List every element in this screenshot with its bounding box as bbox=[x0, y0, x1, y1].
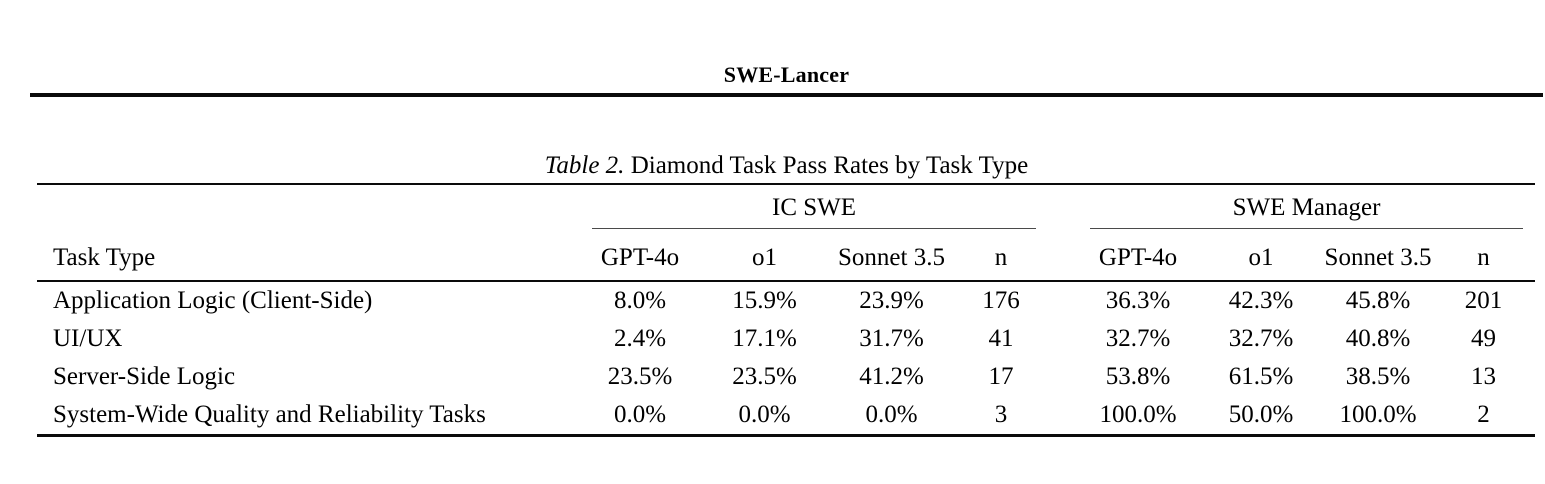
group-header-swe-manager: SWE Manager bbox=[1078, 184, 1535, 236]
group-label-ic-swe: IC SWE bbox=[772, 193, 857, 221]
cell-value: 42.3% bbox=[1228, 286, 1294, 314]
caption-text: Diamond Task Pass Rates by Task Type bbox=[624, 151, 1029, 179]
page-content: SWE-Lancer Table 2. Diamond Task Pass Ra… bbox=[30, 0, 1543, 437]
col-header-ic-n: n bbox=[954, 235, 1049, 282]
group-header-ic-swe: IC SWE bbox=[580, 184, 1048, 236]
cell-value: 0.0% bbox=[700, 395, 829, 437]
group-wrap-swe-manager: SWE Manager bbox=[1078, 185, 1535, 229]
cell-value: 41.2% bbox=[859, 362, 924, 390]
col-header-mgr-gpt4o: GPT-4o bbox=[1078, 235, 1199, 282]
cell-value: 3 bbox=[954, 395, 1049, 437]
col-header-ic-o1: o1 bbox=[700, 235, 829, 282]
cell-value: 2 bbox=[1432, 395, 1536, 437]
caption-label: Table 2. bbox=[544, 151, 625, 179]
group-header-row: IC SWE SWE Manager bbox=[37, 184, 1535, 236]
cell-value: 23.5% bbox=[607, 362, 673, 390]
col-header-mgr-n: n bbox=[1432, 235, 1536, 282]
cell-value: 8.0% bbox=[613, 286, 667, 314]
col-header-mgr-o1: o1 bbox=[1198, 235, 1325, 282]
cell-value: 100.0% bbox=[1324, 395, 1433, 437]
cell-value: 201 bbox=[1464, 286, 1503, 314]
cell-value: 32.7% bbox=[1105, 324, 1171, 352]
row-label: System-Wide Quality and Reliability Task… bbox=[37, 395, 580, 437]
table-caption: Table 2. Diamond Task Pass Rates by Task… bbox=[30, 152, 1543, 179]
cell-value: 53.8% bbox=[1105, 362, 1171, 390]
cell-value: 100.0% bbox=[1078, 395, 1199, 437]
column-header-row: Task Type GPT-4o o1 Sonnet 3.5 n GPT-4o … bbox=[37, 235, 1536, 282]
cell-value: 31.7% bbox=[859, 324, 924, 352]
cmidrule-swe-manager bbox=[1090, 227, 1524, 229]
col-header-mgr-sonnet35: Sonnet 3.5 bbox=[1324, 235, 1433, 282]
cell-gap bbox=[1048, 281, 1078, 320]
cell-value: 50.0% bbox=[1198, 395, 1325, 437]
row-label: Application Logic (Client-Side) bbox=[53, 286, 373, 314]
results-table: IC SWE SWE Manager Task Type GPT-4o bbox=[37, 182, 1536, 437]
cell-gap bbox=[1048, 320, 1078, 358]
cell-value: 40.8% bbox=[1345, 324, 1411, 352]
cell-value: 176 bbox=[982, 286, 1020, 314]
group-gap bbox=[1048, 184, 1078, 236]
col-header-task-type: Task Type bbox=[37, 235, 580, 282]
table-row-ui-ux: UI/UX 2.4% 17.1% 31.7% 41 32.7% 32.7% 40… bbox=[37, 320, 1535, 358]
cell-value: 32.7% bbox=[1228, 324, 1294, 352]
table-row-application-logic: Application Logic (Client-Side) 8.0% 15.… bbox=[37, 281, 1535, 320]
group-wrap-ic-swe: IC SWE bbox=[580, 185, 1048, 229]
header-rule bbox=[30, 93, 1543, 97]
col-header-ic-gpt4o: GPT-4o bbox=[580, 235, 700, 282]
cell-value: 38.5% bbox=[1345, 362, 1411, 390]
row-label: Server-Side Logic bbox=[53, 362, 236, 390]
cell-value: 49 bbox=[1471, 324, 1497, 352]
cell-value: 41 bbox=[988, 324, 1014, 352]
col-header-gap bbox=[1048, 235, 1079, 282]
cell-gap bbox=[1048, 395, 1079, 437]
group-label-swe-manager: SWE Manager bbox=[1232, 193, 1381, 221]
cell-value: 15.9% bbox=[732, 286, 797, 314]
cell-value: 23.5% bbox=[732, 362, 797, 390]
row-label: UI/UX bbox=[53, 324, 123, 352]
cmidrule-ic-swe bbox=[592, 227, 1037, 229]
table-row-system-wide-quality: System-Wide Quality and Reliability Task… bbox=[37, 395, 1536, 437]
cell-gap bbox=[1048, 358, 1078, 396]
cell-value: 61.5% bbox=[1228, 362, 1294, 390]
cell-value: 36.3% bbox=[1105, 286, 1171, 314]
col-header-ic-sonnet35: Sonnet 3.5 bbox=[829, 235, 954, 282]
cell-value: 0.0% bbox=[829, 395, 954, 437]
cell-value: 2.4% bbox=[613, 324, 667, 352]
cell-value: 13 bbox=[1471, 362, 1497, 390]
cell-value: 0.0% bbox=[580, 395, 700, 437]
table-row-server-side-logic: Server-Side Logic 23.5% 23.5% 41.2% 17 5… bbox=[37, 358, 1535, 396]
cell-value: 23.9% bbox=[859, 286, 924, 314]
cell-value: 17 bbox=[988, 362, 1014, 390]
cell-value: 17.1% bbox=[732, 324, 797, 352]
cell-value: 45.8% bbox=[1345, 286, 1411, 314]
group-header-stub bbox=[37, 184, 580, 236]
running-header-title: SWE-Lancer bbox=[723, 62, 850, 87]
